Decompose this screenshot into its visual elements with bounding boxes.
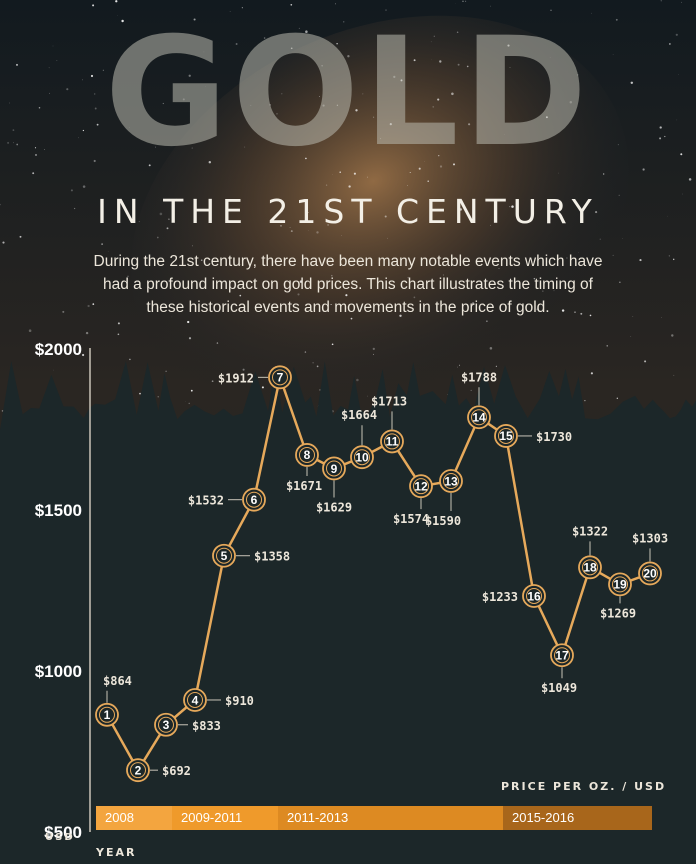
data-label-14: $1788 bbox=[461, 370, 497, 384]
data-point-4: 4 bbox=[183, 688, 207, 712]
data-point-7: 7 bbox=[268, 365, 292, 390]
data-point-14: 14 bbox=[467, 405, 491, 430]
tree-silhouette bbox=[0, 361, 696, 430]
page-subtitle: IN THE 21ST CENTURY bbox=[97, 192, 599, 231]
point-number-14: 14 bbox=[472, 411, 486, 425]
y-tick-label: $2000 bbox=[35, 340, 82, 359]
data-point-16: 16 bbox=[522, 584, 546, 608]
period-1: 2008 bbox=[96, 806, 172, 830]
point-number-19: 19 bbox=[613, 578, 627, 592]
point-number-1: 1 bbox=[104, 708, 111, 722]
point-number-9: 9 bbox=[331, 462, 338, 476]
point-number-4: 4 bbox=[192, 693, 199, 707]
data-label-1: $864 bbox=[103, 674, 132, 688]
data-point-9: 9 bbox=[322, 456, 346, 481]
data-label-4: $910 bbox=[225, 694, 254, 708]
data-label-8: $1671 bbox=[286, 479, 322, 493]
data-label-15: $1730 bbox=[536, 430, 572, 444]
y-unit-label: USD bbox=[45, 832, 75, 843]
period-3: 2011-2013 bbox=[278, 806, 503, 830]
data-point-5: 5 bbox=[212, 543, 236, 568]
point-number-11: 11 bbox=[386, 435, 399, 449]
page-description: During the 21st century, there have been… bbox=[93, 253, 603, 316]
data-label-18: $1322 bbox=[572, 524, 608, 538]
period-4: 2015-2016 bbox=[503, 806, 652, 830]
data-label-9: $1629 bbox=[316, 500, 352, 514]
point-number-15: 15 bbox=[499, 429, 513, 443]
data-label-20: $1303 bbox=[632, 531, 668, 545]
data-point-18: 18 bbox=[578, 555, 602, 580]
point-number-5: 5 bbox=[221, 549, 228, 563]
point-number-18: 18 bbox=[583, 561, 597, 575]
point-number-17: 17 bbox=[555, 649, 569, 663]
y-tick-label: $1000 bbox=[35, 662, 82, 681]
point-number-12: 12 bbox=[414, 479, 428, 493]
point-number-20: 20 bbox=[643, 567, 657, 581]
data-point-13: 13 bbox=[439, 469, 463, 493]
data-point-11: 11 bbox=[380, 429, 404, 454]
point-number-7: 7 bbox=[277, 371, 284, 385]
data-label-7: $1912 bbox=[218, 371, 254, 385]
period-2: 2009-2011 bbox=[172, 806, 278, 830]
data-point-20: 20 bbox=[638, 561, 662, 586]
data-label-13: $1590 bbox=[425, 514, 461, 528]
data-point-2: 2 bbox=[126, 758, 150, 783]
data-point-15: 15 bbox=[494, 424, 518, 448]
data-point-10: 10 bbox=[350, 445, 374, 470]
data-label-16: $1233 bbox=[482, 590, 518, 604]
data-point-17: 17 bbox=[550, 643, 574, 668]
point-number-8: 8 bbox=[304, 448, 311, 462]
x-axis-label: YEAR bbox=[96, 846, 137, 859]
data-label-2: $692 bbox=[162, 764, 191, 778]
point-number-2: 2 bbox=[135, 763, 142, 777]
data-label-10: $1664 bbox=[341, 408, 377, 422]
data-point-12: 12 bbox=[409, 474, 433, 499]
point-number-3: 3 bbox=[163, 718, 170, 732]
point-number-10: 10 bbox=[355, 450, 369, 464]
data-point-8: 8 bbox=[295, 443, 319, 467]
y-tick-label: $1500 bbox=[35, 501, 82, 520]
y-tick-label: $500 bbox=[44, 823, 82, 842]
data-label-17: $1049 bbox=[541, 681, 577, 695]
page-title: GOLD bbox=[104, 6, 592, 180]
point-number-16: 16 bbox=[527, 589, 541, 603]
data-point-1: 1 bbox=[95, 702, 119, 727]
point-number-13: 13 bbox=[444, 474, 458, 488]
data-label-6: $1532 bbox=[188, 494, 224, 508]
data-label-5: $1358 bbox=[254, 550, 290, 564]
data-label-12: $1574 bbox=[393, 512, 429, 526]
y-axis-label: PRICE PER OZ. / USD bbox=[501, 780, 667, 793]
data-point-6: 6 bbox=[242, 487, 266, 512]
data-label-19: $1269 bbox=[600, 606, 636, 620]
data-label-11: $1713 bbox=[371, 394, 407, 408]
data-label-3: $833 bbox=[192, 719, 221, 733]
point-number-6: 6 bbox=[251, 493, 258, 507]
data-point-19: 19 bbox=[608, 572, 632, 597]
stars bbox=[0, 0, 692, 420]
data-point-3: 3 bbox=[154, 712, 178, 737]
